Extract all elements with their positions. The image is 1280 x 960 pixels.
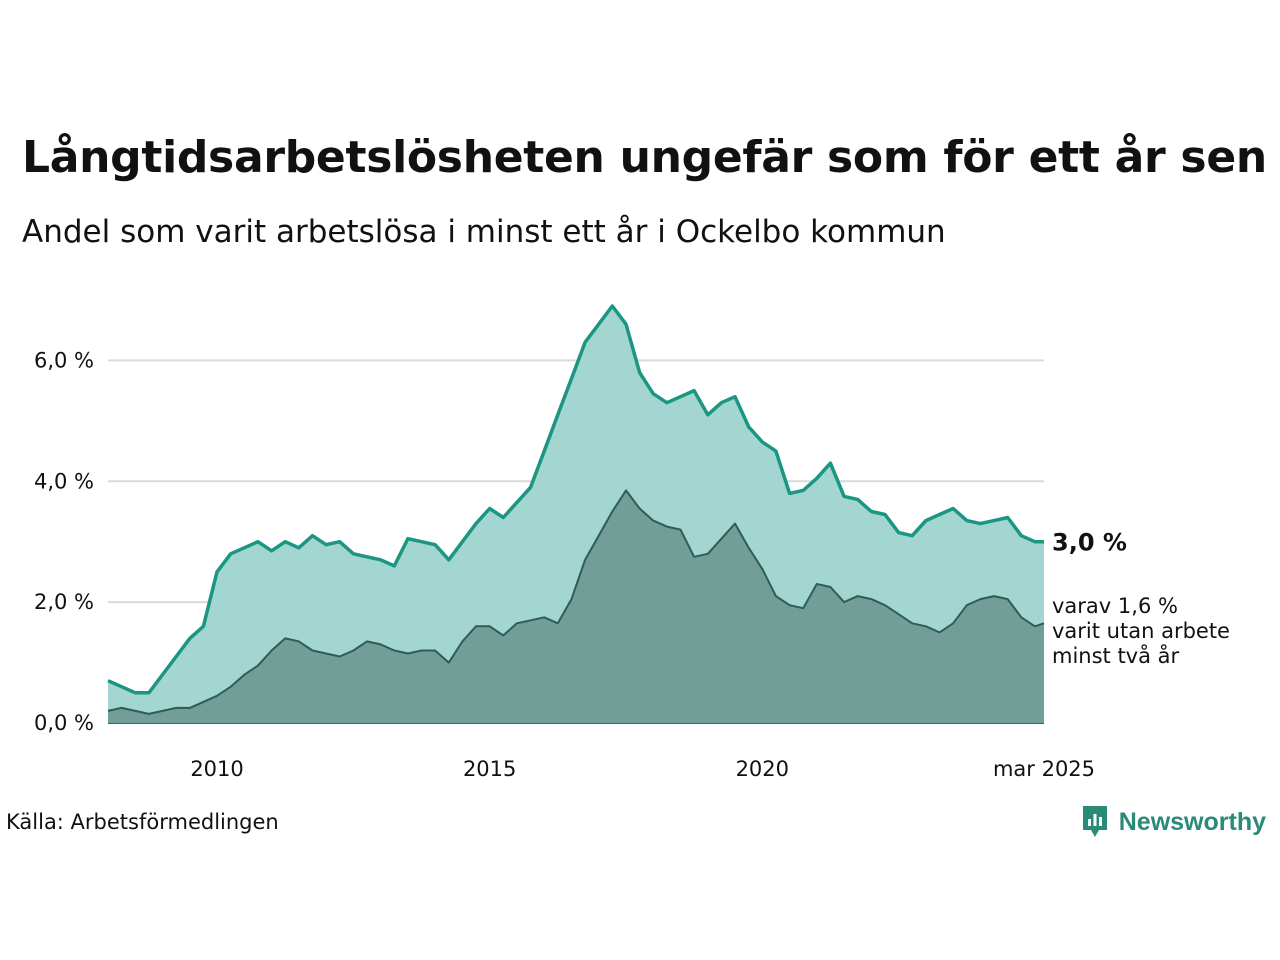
x-tick-label: mar 2025 xyxy=(993,757,1095,781)
x-tick-label: 2010 xyxy=(190,757,243,781)
brand-logo: Newsworthy xyxy=(1081,804,1266,840)
newsworthy-logo-icon xyxy=(1082,806,1107,837)
chart-title: Långtidsarbetslösheten ungefär som för e… xyxy=(22,132,1267,183)
x-tick-label: 2015 xyxy=(463,757,516,781)
source-note: Källa: Arbetsförmedlingen xyxy=(6,810,279,834)
two_years-line xyxy=(107,489,1045,715)
y-tick-label: 6,0 % xyxy=(34,348,94,372)
two_years-area xyxy=(108,490,1044,723)
total-line xyxy=(107,304,1044,695)
area-chart: 0,0 % 2,0 % 4,0 % 6,0 % 2010 2015 2020 mar 202… xyxy=(34,304,1230,781)
y-tick-label: 0,0 % xyxy=(34,711,94,735)
brand-name: Newsworthy xyxy=(1118,807,1266,836)
two-year-label-line: varit utan arbete xyxy=(1052,619,1230,643)
y-tick-label: 4,0 % xyxy=(34,469,94,493)
two-year-label-line: minst två år xyxy=(1052,643,1180,668)
x-axis-ticks: 2010 2015 2020 mar 2025 xyxy=(190,757,1095,781)
chart-subtitle: Andel som varit arbetslösa i minst ett å… xyxy=(22,214,946,250)
two-year-label-line: varav 1,6 % xyxy=(1052,594,1178,618)
chart-lines xyxy=(107,304,1045,715)
y-axis-ticks: 0,0 % 2,0 % 4,0 % 6,0 % xyxy=(34,348,94,735)
x-tick-label: 2020 xyxy=(736,757,789,781)
chart-areas xyxy=(108,306,1044,723)
total-last-value-label: 3,0 % xyxy=(1052,529,1127,557)
y-tick-label: 2,0 % xyxy=(34,590,94,614)
